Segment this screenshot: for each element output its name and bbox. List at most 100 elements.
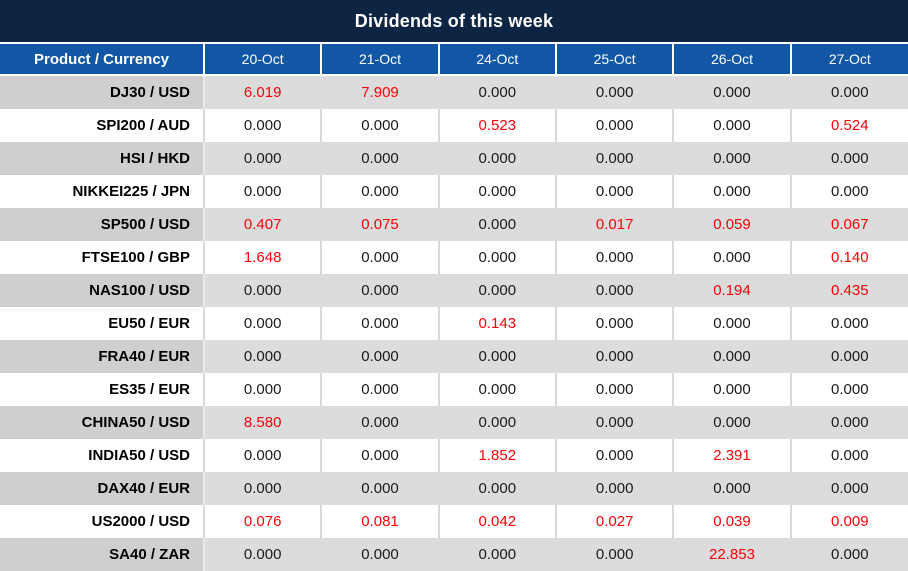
dividend-value: 0.000: [320, 307, 439, 340]
product-label: SP500 / USD: [0, 208, 204, 241]
dividend-value: 0.017: [554, 208, 674, 241]
dividend-value: 1.852: [437, 439, 556, 472]
dividend-value: 0.000: [554, 307, 674, 340]
dividend-value: 0.000: [789, 538, 908, 571]
dividend-value: 0.000: [789, 373, 908, 406]
column-header-date-4: 26-Oct: [672, 44, 791, 76]
table-header: Product / Currency 20-Oct 21-Oct 24-Oct …: [0, 44, 908, 76]
dividend-value: 0.081: [320, 505, 439, 538]
dividend-value: 8.580: [202, 406, 322, 439]
table-row: NAS100 / USD 0.000 0.000 0.000 0.000 0.194 0.4…: [0, 274, 908, 307]
product-label: FRA40 / EUR: [0, 340, 204, 373]
product-label: US2000 / USD: [0, 505, 204, 538]
dividend-value: 0.000: [202, 274, 322, 307]
dividend-value: 0.000: [320, 340, 439, 373]
dividend-value: 0.000: [320, 142, 439, 175]
dividend-value: 22.853: [672, 538, 791, 571]
dividend-value: 0.000: [320, 538, 439, 571]
dividend-value: 0.000: [672, 340, 791, 373]
dividend-value: 0.000: [202, 439, 322, 472]
dividend-value: 0.000: [789, 439, 908, 472]
column-header-date-3: 25-Oct: [554, 44, 674, 76]
dividend-value: 0.000: [202, 340, 322, 373]
dividend-value: 0.143: [437, 307, 556, 340]
dividend-value: 0.000: [554, 75, 674, 109]
dividend-value: 0.523: [437, 109, 556, 142]
product-label: CHINA50 / USD: [0, 406, 204, 439]
table-body: DJ30 / USD 6.019 7.909 0.000 0.000 0.000 0.000…: [0, 75, 908, 571]
dividend-value: 0.000: [789, 175, 908, 208]
table-row: DAX40 / EUR 0.000 0.000 0.000 0.000 0.000 0.00…: [0, 472, 908, 505]
table-row: ES35 / EUR 0.000 0.000 0.000 0.000 0.000 0.000: [0, 373, 908, 406]
dividend-value: 0.000: [202, 472, 322, 505]
column-header-date-2: 24-Oct: [437, 44, 556, 76]
dividend-value: 0.000: [202, 373, 322, 406]
product-label: FTSE100 / GBP: [0, 241, 204, 274]
dividend-value: 0.000: [554, 241, 674, 274]
dividend-value: 0.407: [202, 208, 322, 241]
table-row: NIKKEI225 / JPN 0.000 0.000 0.000 0.000 0.000…: [0, 175, 908, 208]
product-label: SPI200 / AUD: [0, 109, 204, 142]
dividend-value: 0.000: [789, 406, 908, 439]
dividend-value: 0.042: [437, 505, 556, 538]
dividend-value: 0.000: [437, 208, 556, 241]
dividend-value: 0.000: [437, 373, 556, 406]
dividend-value: 0.000: [320, 241, 439, 274]
dividend-value: 0.000: [320, 406, 439, 439]
dividend-value: 0.000: [554, 274, 674, 307]
dividend-value: 0.000: [789, 340, 908, 373]
dividend-value: 0.000: [672, 307, 791, 340]
dividend-value: 7.909: [320, 75, 439, 109]
dividend-value: 0.000: [320, 472, 439, 505]
dividend-value: 0.000: [320, 439, 439, 472]
dividend-value: 0.000: [672, 373, 791, 406]
dividend-value: 0.000: [437, 472, 556, 505]
product-label: EU50 / EUR: [0, 307, 204, 340]
dividend-value: 0.000: [437, 274, 556, 307]
title-bar: Dividends of this week: [0, 0, 908, 44]
column-header-date-1: 21-Oct: [320, 44, 439, 76]
table-row: SP500 / USD 0.407 0.075 0.000 0.017 0.059 0.06…: [0, 208, 908, 241]
product-label: SA40 / ZAR: [0, 538, 204, 571]
dividend-value: 0.000: [554, 406, 674, 439]
table-row: DJ30 / USD 6.019 7.909 0.000 0.000 0.000 0.000: [0, 75, 908, 109]
table-row: FRA40 / EUR 0.000 0.000 0.000 0.000 0.000 0.00…: [0, 340, 908, 373]
dividend-value: 0.140: [789, 241, 908, 274]
page-title: Dividends of this week: [354, 10, 554, 31]
dividend-value: 0.000: [554, 373, 674, 406]
dividend-value: 0.000: [672, 406, 791, 439]
dividend-value: 0.000: [672, 241, 791, 274]
dividend-value: 0.000: [672, 175, 791, 208]
dividend-value: 0.075: [320, 208, 439, 241]
dividend-value: 0.000: [437, 340, 556, 373]
table-row: CHINA50 / USD 8.580 0.000 0.000 0.000 0.000 0.…: [0, 406, 908, 439]
dividend-value: 0.000: [672, 75, 791, 109]
dividend-value: 0.000: [554, 175, 674, 208]
header-row: Product / Currency 20-Oct 21-Oct 24-Oct …: [0, 44, 908, 76]
dividend-value: 0.000: [672, 109, 791, 142]
dividend-value: 0.000: [437, 241, 556, 274]
product-label: HSI / HKD: [0, 142, 204, 175]
product-label: DAX40 / EUR: [0, 472, 204, 505]
dividend-value: 0.000: [437, 538, 556, 571]
dividend-value: 0.524: [789, 109, 908, 142]
table-row: SPI200 / AUD 0.000 0.000 0.523 0.000 0.000 0.5…: [0, 109, 908, 142]
column-header-date-5: 27-Oct: [789, 44, 908, 76]
dividend-value: 0.000: [320, 175, 439, 208]
dividend-value: 0.000: [202, 175, 322, 208]
dividend-value: 0.000: [202, 538, 322, 571]
dividend-value: 0.000: [202, 307, 322, 340]
dividend-value: 2.391: [672, 439, 791, 472]
dividend-value: 0.067: [789, 208, 908, 241]
dividend-value: 0.000: [789, 472, 908, 505]
dividend-value: 0.194: [672, 274, 791, 307]
dividend-value: 0.000: [202, 142, 322, 175]
dividend-value: 0.000: [437, 75, 556, 109]
dividend-value: 0.000: [554, 340, 674, 373]
dividend-value: 0.000: [320, 274, 439, 307]
dividend-value: 0.000: [554, 439, 674, 472]
dividend-value: 0.000: [554, 109, 674, 142]
dividend-value: 0.009: [789, 505, 908, 538]
dividend-value: 0.027: [554, 505, 674, 538]
product-label: INDIA50 / USD: [0, 439, 204, 472]
